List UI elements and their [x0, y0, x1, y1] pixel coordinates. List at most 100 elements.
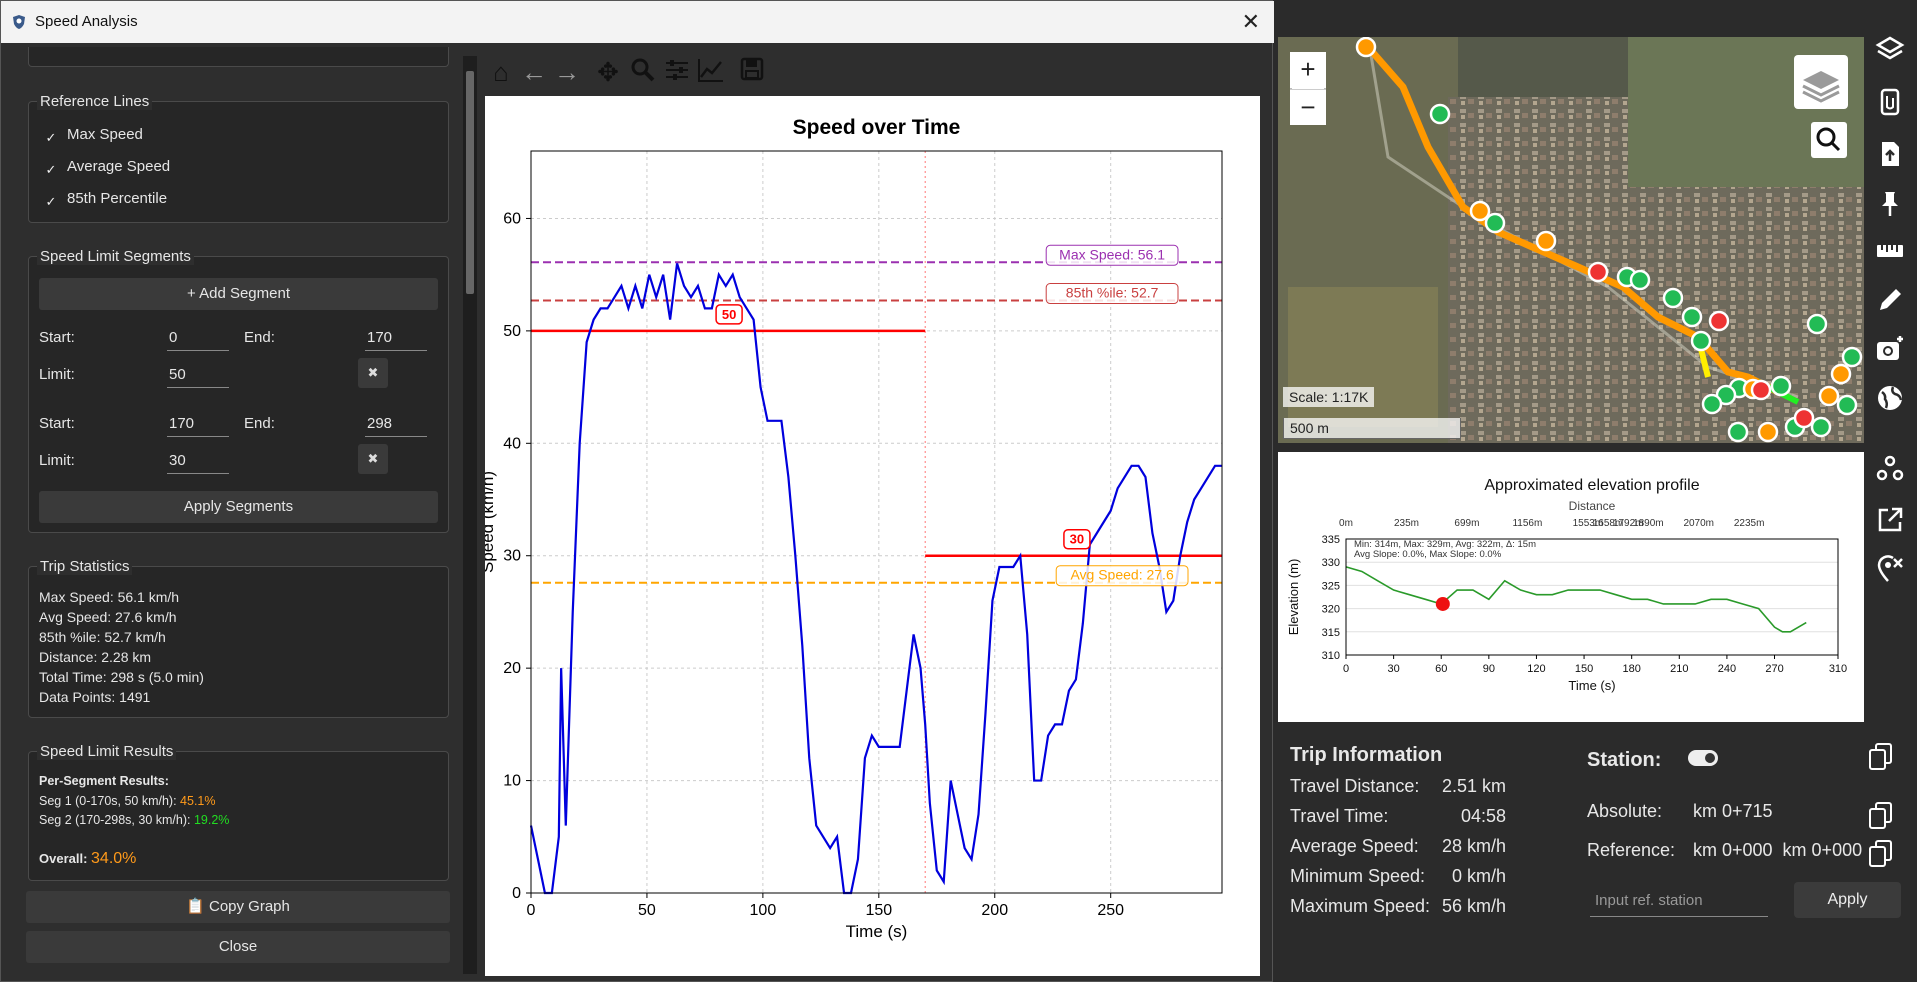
travel-distance-label: Travel Distance: [1290, 776, 1420, 796]
checkbox-label: Max Speed [67, 126, 143, 143]
average-speed-value: 28 km/h [1441, 836, 1506, 856]
segment1-end-input[interactable]: 170 [365, 329, 427, 351]
minimum-speed-label: Minimum Speed: [1290, 866, 1426, 886]
absolute-value: km 0+715 [1693, 801, 1773, 821]
max-speed-label: Max Speed: 56.1 [1059, 246, 1165, 262]
remove-segment-icon[interactable]: ✖ [358, 358, 388, 388]
position-marker [1435, 596, 1450, 611]
reference-station-input[interactable]: Input ref. station [1590, 887, 1768, 917]
y-tick-label: 320 [1322, 604, 1340, 616]
end-label: End: [244, 415, 275, 432]
scrollbar-thumb[interactable] [466, 71, 474, 294]
end-label: End: [244, 329, 275, 346]
y-tick-label: 310 [1322, 650, 1340, 662]
home-icon[interactable]: ⌂ [493, 57, 509, 87]
close-button[interactable]: Close [26, 931, 450, 963]
start-label: Start: [39, 415, 75, 432]
top-tick-label: 1658m [1593, 518, 1624, 529]
clipped-group [28, 47, 449, 67]
limit-label: Limit: [39, 366, 75, 383]
segment2-start-input[interactable]: 170 [167, 415, 229, 437]
travel-time-value: 04:58 [1460, 806, 1506, 826]
globe-icon[interactable] [1870, 383, 1910, 423]
copy-icon[interactable] [1866, 800, 1896, 830]
configure-subplots-icon[interactable] [662, 57, 692, 87]
save-icon[interactable] [737, 57, 767, 87]
layers-stack-icon[interactable] [1870, 35, 1910, 75]
add-segment-button[interactable]: + Add Segment [39, 278, 438, 310]
trip-info-title: Trip Information [1290, 744, 1443, 766]
route-markers [1355, 37, 1863, 443]
elevation-profile: Approximated elevation profile Distance 0m… [1278, 452, 1864, 722]
x-tick-label: 120 [1527, 663, 1545, 675]
top-tick-label: 2235m [1734, 518, 1765, 529]
station-title: Station: [1587, 749, 1662, 771]
y-tick-label: 0 [512, 885, 521, 902]
pin-icon[interactable] [1870, 189, 1910, 229]
close-icon[interactable]: ✕ [1241, 9, 1260, 34]
x-tick-label: 180 [1622, 663, 1640, 675]
forward-arrow-icon[interactable]: → [554, 57, 580, 87]
upload-file-icon[interactable] [1870, 139, 1910, 179]
plot-frame [530, 150, 1223, 894]
copy-graph-button[interactable]: 📋 Copy Graph [26, 891, 450, 923]
speed-series-line [529, 263, 1222, 895]
x-tick-label: 100 [750, 902, 777, 919]
pencil-icon[interactable] [1870, 285, 1910, 325]
dialog-title: Speed Analysis [35, 13, 138, 30]
zoom-in-button[interactable]: + [1290, 52, 1326, 88]
pan-icon[interactable]: ✥ [597, 57, 619, 87]
speed-limit-segments-group: Speed Limit Segments + Add Segment Start… [28, 248, 449, 533]
travel-time-label: Travel Time: [1290, 806, 1389, 826]
remove-segment-icon[interactable]: ✖ [358, 444, 388, 474]
segment2-limit-input[interactable]: 30 [167, 452, 229, 474]
y-tick-label: 60 [503, 210, 521, 227]
zoom-out-button[interactable]: − [1290, 89, 1326, 125]
segment1-limit-input[interactable]: 50 [167, 366, 229, 388]
absolute-label: Absolute: [1587, 801, 1663, 821]
average-speed-label: Average Speed: [1290, 836, 1419, 856]
travel-distance-value: 2.51 km [1441, 776, 1506, 796]
85th-percentile-checkbox[interactable]: ✓ 85th Percentile [43, 190, 168, 210]
ruler-icon[interactable] [1870, 236, 1910, 276]
speed-chart-svg: Speed over Time 0 50 100 150 200 250 0 10 20 30 40 5… [478, 116, 1223, 941]
stat-max-speed: Max Speed: 56.1 km/h [39, 589, 180, 605]
top-tick-label: 699m [1454, 518, 1479, 529]
copy-icon[interactable] [1866, 838, 1896, 868]
x-tick-label: 150 [865, 902, 892, 919]
slope-stats: Avg Slope: 0.0%, Max Slope: 0.0% [1354, 549, 1502, 560]
zoom-icon[interactable] [628, 57, 658, 87]
reference-lines-group: Reference Lines ✓ Max Speed ✓ Average Spee… [28, 93, 449, 223]
segment1-start-input[interactable]: 0 [167, 329, 229, 351]
y-tick-label: 40 [503, 435, 521, 452]
elevation-stats: Min: 314m, Max: 329m, Avg: 322m, Δ: 15m [1354, 539, 1536, 550]
layers-icon[interactable] [1794, 55, 1848, 109]
group-title: Trip Statistics [37, 558, 133, 575]
stat-total-time: Total Time: 298 s (5.0 min) [39, 669, 204, 685]
segment2-end-input[interactable]: 298 [365, 415, 427, 437]
remove-location-icon[interactable] [1870, 553, 1910, 593]
add-photo-icon[interactable] [1870, 334, 1910, 374]
check-icon: ✓ [45, 194, 57, 209]
edit-axis-icon[interactable] [696, 57, 726, 87]
search-icon[interactable] [1811, 122, 1847, 158]
open-external-icon[interactable] [1870, 505, 1910, 545]
plot-frame [1345, 538, 1839, 656]
share-nodes-icon[interactable] [1870, 453, 1910, 493]
x-tick-label: 250 [1097, 902, 1124, 919]
group-title: Speed Limit Results [37, 743, 177, 760]
back-arrow-icon[interactable]: ← [521, 57, 547, 87]
top-tick-label: 1156m [1512, 518, 1542, 529]
max-speed-checkbox[interactable]: ✓ Max Speed [43, 126, 143, 146]
apply-segments-button[interactable]: Apply Segments [39, 491, 438, 523]
apply-station-button[interactable]: Apply [1794, 882, 1901, 918]
attachment-icon[interactable] [1870, 87, 1910, 127]
average-speed-checkbox[interactable]: ✓ Average Speed [43, 158, 171, 178]
copy-icon[interactable] [1866, 741, 1896, 771]
elevation-chart-svg: Approximated elevation profile Distance 0m… [1286, 477, 1847, 693]
satellite-map[interactable]: + − Scale: 1:17K 500 m [1278, 37, 1864, 443]
top-tick-label: 1792m [1613, 518, 1644, 529]
x-tick-label: 270 [1765, 663, 1783, 675]
station-toggle[interactable] [1688, 750, 1718, 766]
reference-value: km 0+000 km 0+000 [1693, 840, 1863, 860]
